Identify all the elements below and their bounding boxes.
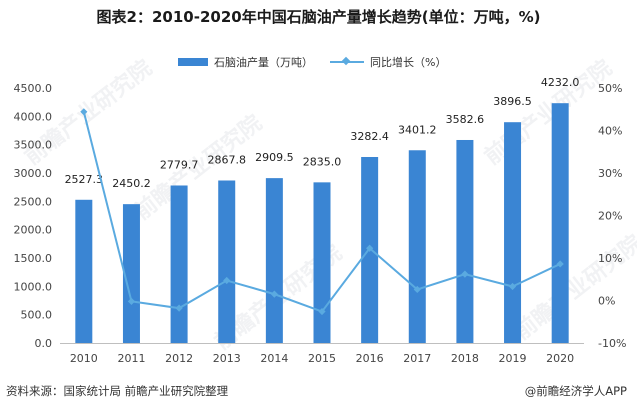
y-left-tick-label: 3000.0 xyxy=(14,167,53,180)
x-tick-label: 2020 xyxy=(546,352,574,365)
growth-point xyxy=(270,290,278,298)
growth-point xyxy=(318,307,326,316)
y-left-tick-label: 1500.0 xyxy=(14,252,53,265)
x-tick-label: 2016 xyxy=(356,352,384,365)
chart-footer: 资料来源：国家统计局 前瞻产业研究院整理 @前瞻经济学人APP xyxy=(0,383,637,405)
growth-point xyxy=(461,270,469,278)
bar xyxy=(75,199,93,343)
bar-value-label: 2909.5 xyxy=(255,151,294,164)
y-right-tick-label: 20% xyxy=(598,210,622,223)
y-right-tick-label: 10% xyxy=(598,252,622,265)
bar xyxy=(408,150,426,343)
x-tick-label: 2014 xyxy=(260,352,288,365)
x-tick-label: 2019 xyxy=(499,352,527,365)
y-right-tick-label: -10% xyxy=(598,337,626,350)
brand-credit: @前瞻经济学人APP xyxy=(524,384,627,398)
bar xyxy=(551,103,569,343)
y-right-tick-label: 30% xyxy=(598,167,622,180)
y-left-tick-label: 3500.0 xyxy=(14,139,53,152)
bar xyxy=(170,185,188,343)
legend-bar-swatch xyxy=(178,58,208,66)
bar-value-label: 2450.2 xyxy=(112,177,151,190)
y-left-tick-label: 500.0 xyxy=(21,309,53,322)
growth-point xyxy=(556,260,564,268)
y-left-tick-label: 1000.0 xyxy=(14,280,53,293)
bar-value-label: 3401.2 xyxy=(398,123,437,136)
bar-value-label: 2835.0 xyxy=(303,155,342,168)
bar-value-label: 2867.8 xyxy=(207,153,246,166)
growth-point xyxy=(508,282,517,291)
legend-label-production: 石脑油产量（万吨） xyxy=(214,56,313,69)
source-note: 资料来源：国家统计局 前瞻产业研究院整理 xyxy=(6,384,229,398)
y-left-tick-label: 0.0 xyxy=(35,337,53,350)
x-tick-label: 2011 xyxy=(117,352,145,365)
bar-value-label: 3896.5 xyxy=(493,95,532,108)
bar-value-label: 3582.6 xyxy=(446,113,485,126)
y-left-tick-label: 4500.0 xyxy=(14,82,53,95)
growth-point xyxy=(80,108,88,116)
bar xyxy=(265,178,283,343)
y-right-tick-label: 40% xyxy=(598,125,622,138)
y-right-tick-label: 0% xyxy=(598,295,615,308)
growth-point xyxy=(127,297,136,305)
x-tick-label: 2013 xyxy=(213,352,241,365)
chart-title: 图表2：2010-2020年中国石脑油产量增长趋势(单位：万吨，%) xyxy=(96,8,541,26)
y-left-tick-label: 2500.0 xyxy=(14,195,53,208)
x-tick-label: 2015 xyxy=(308,352,336,365)
x-tick-label: 2012 xyxy=(165,352,193,365)
y-left-tick-label: 2000.0 xyxy=(14,224,53,237)
y-left-tick-label: 4000.0 xyxy=(14,110,53,123)
x-tick-label: 2010 xyxy=(70,352,98,365)
bar xyxy=(456,139,474,343)
legend-label-growth: 同比增长（%） xyxy=(370,56,447,69)
legend-item-growth: 同比增长（%） xyxy=(330,54,446,70)
growth-point xyxy=(366,244,374,252)
bar xyxy=(504,122,522,343)
x-tick-label: 2017 xyxy=(403,352,431,365)
chart-legend: 石脑油产量（万吨） 同比增长（%） xyxy=(0,54,637,70)
x-tick-label: 2018 xyxy=(451,352,479,365)
legend-line-swatch xyxy=(330,57,364,67)
bar xyxy=(313,182,331,343)
bar xyxy=(218,180,236,343)
bar-value-label: 2779.7 xyxy=(160,158,199,171)
growth-point xyxy=(223,276,231,285)
bar-value-label: 2527.3 xyxy=(65,173,104,186)
growth-point xyxy=(413,285,421,294)
bar-value-label: 3282.4 xyxy=(350,130,389,143)
bar xyxy=(122,204,140,343)
bar-value-label: 4232.0 xyxy=(541,76,580,89)
legend-item-production: 石脑油产量（万吨） xyxy=(178,54,313,70)
growth-point xyxy=(175,304,183,312)
y-right-tick-label: 50% xyxy=(598,82,622,95)
